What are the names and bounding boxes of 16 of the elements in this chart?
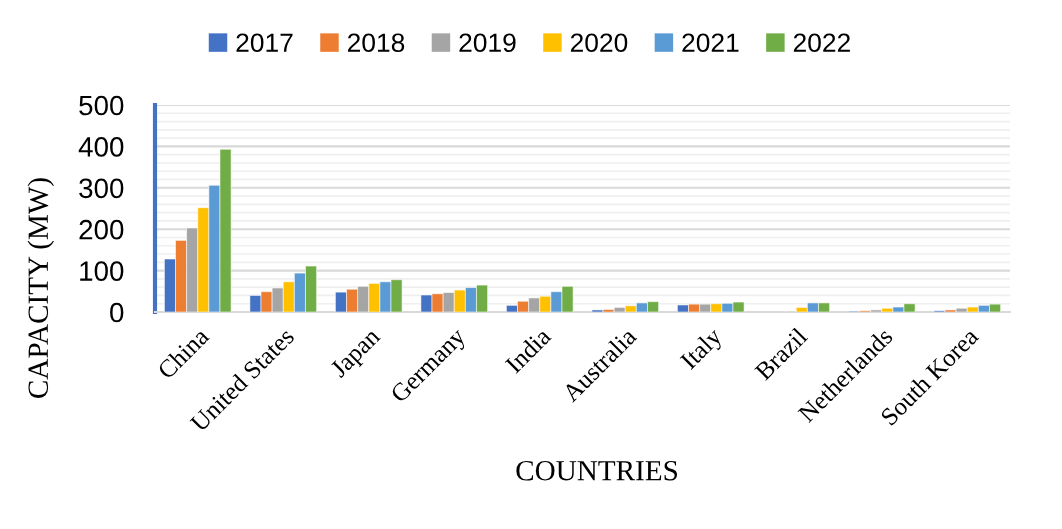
x-tick-label: Italy <box>678 325 727 374</box>
legend-label: 2017 <box>236 33 293 53</box>
y-axis-title: CAPACITY (MW) <box>27 178 54 398</box>
legend-label: 2019 <box>459 33 516 53</box>
x-tick-label: India <box>504 326 552 375</box>
y-tick-label: 400 <box>78 137 124 157</box>
y-tick-label: 200 <box>79 219 124 240</box>
y-tick-label: 300 <box>79 178 124 199</box>
legend-label: 2022 <box>793 33 850 53</box>
y-tick-label: 100 <box>80 261 124 281</box>
y-tick-label: 0 <box>110 302 124 323</box>
legend-label: 2020 <box>570 33 628 53</box>
legend-label: 2021 <box>682 33 739 53</box>
y-tick-label: 500 <box>79 95 124 116</box>
legend-label: 2018 <box>347 33 405 53</box>
x-axis-title: COUNTRIES <box>516 460 678 481</box>
